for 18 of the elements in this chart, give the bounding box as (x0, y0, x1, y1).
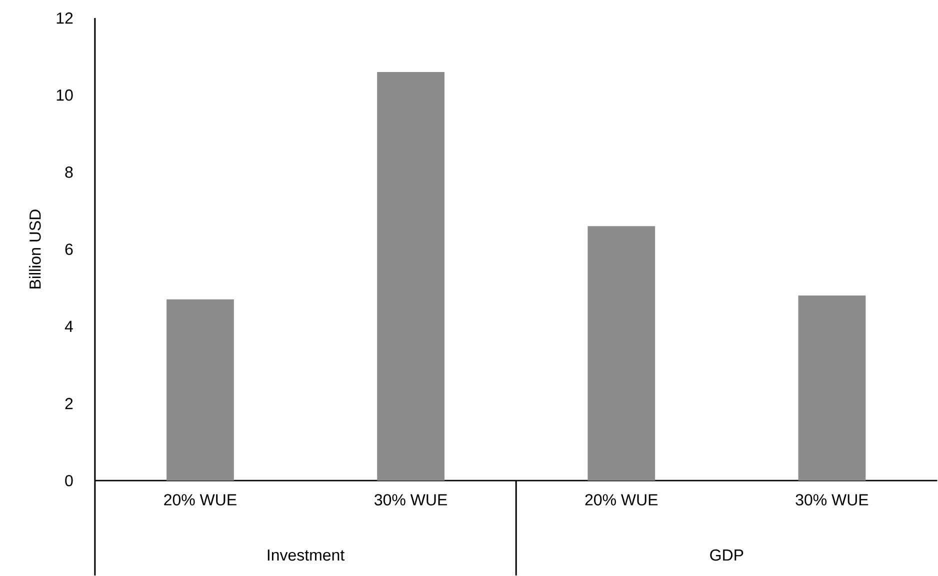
y-tick-label: 8 (65, 166, 73, 178)
y-tick-label: 10 (56, 89, 73, 101)
text: GDP (710, 549, 744, 561)
bar (798, 295, 866, 480)
text: Investment (268, 549, 344, 561)
y-tick-label: 12 (56, 12, 73, 24)
y-axis-title: Billion USD (29, 210, 41, 288)
y-tick-label: 6 (65, 244, 73, 255)
y-tick-label: 0 (65, 474, 73, 486)
x-tick-label: 20% WUE (585, 494, 658, 506)
x-tick-label: 30% WUE (796, 494, 868, 506)
y-tick-label: 2 (65, 398, 73, 409)
bar (166, 299, 234, 480)
bar (588, 226, 656, 480)
x-tick-label: 20% WUE (164, 494, 236, 506)
bar (377, 72, 444, 480)
y-tick-label: 4 (64, 320, 73, 332)
x-tick-label: 30% WUE (374, 494, 447, 506)
